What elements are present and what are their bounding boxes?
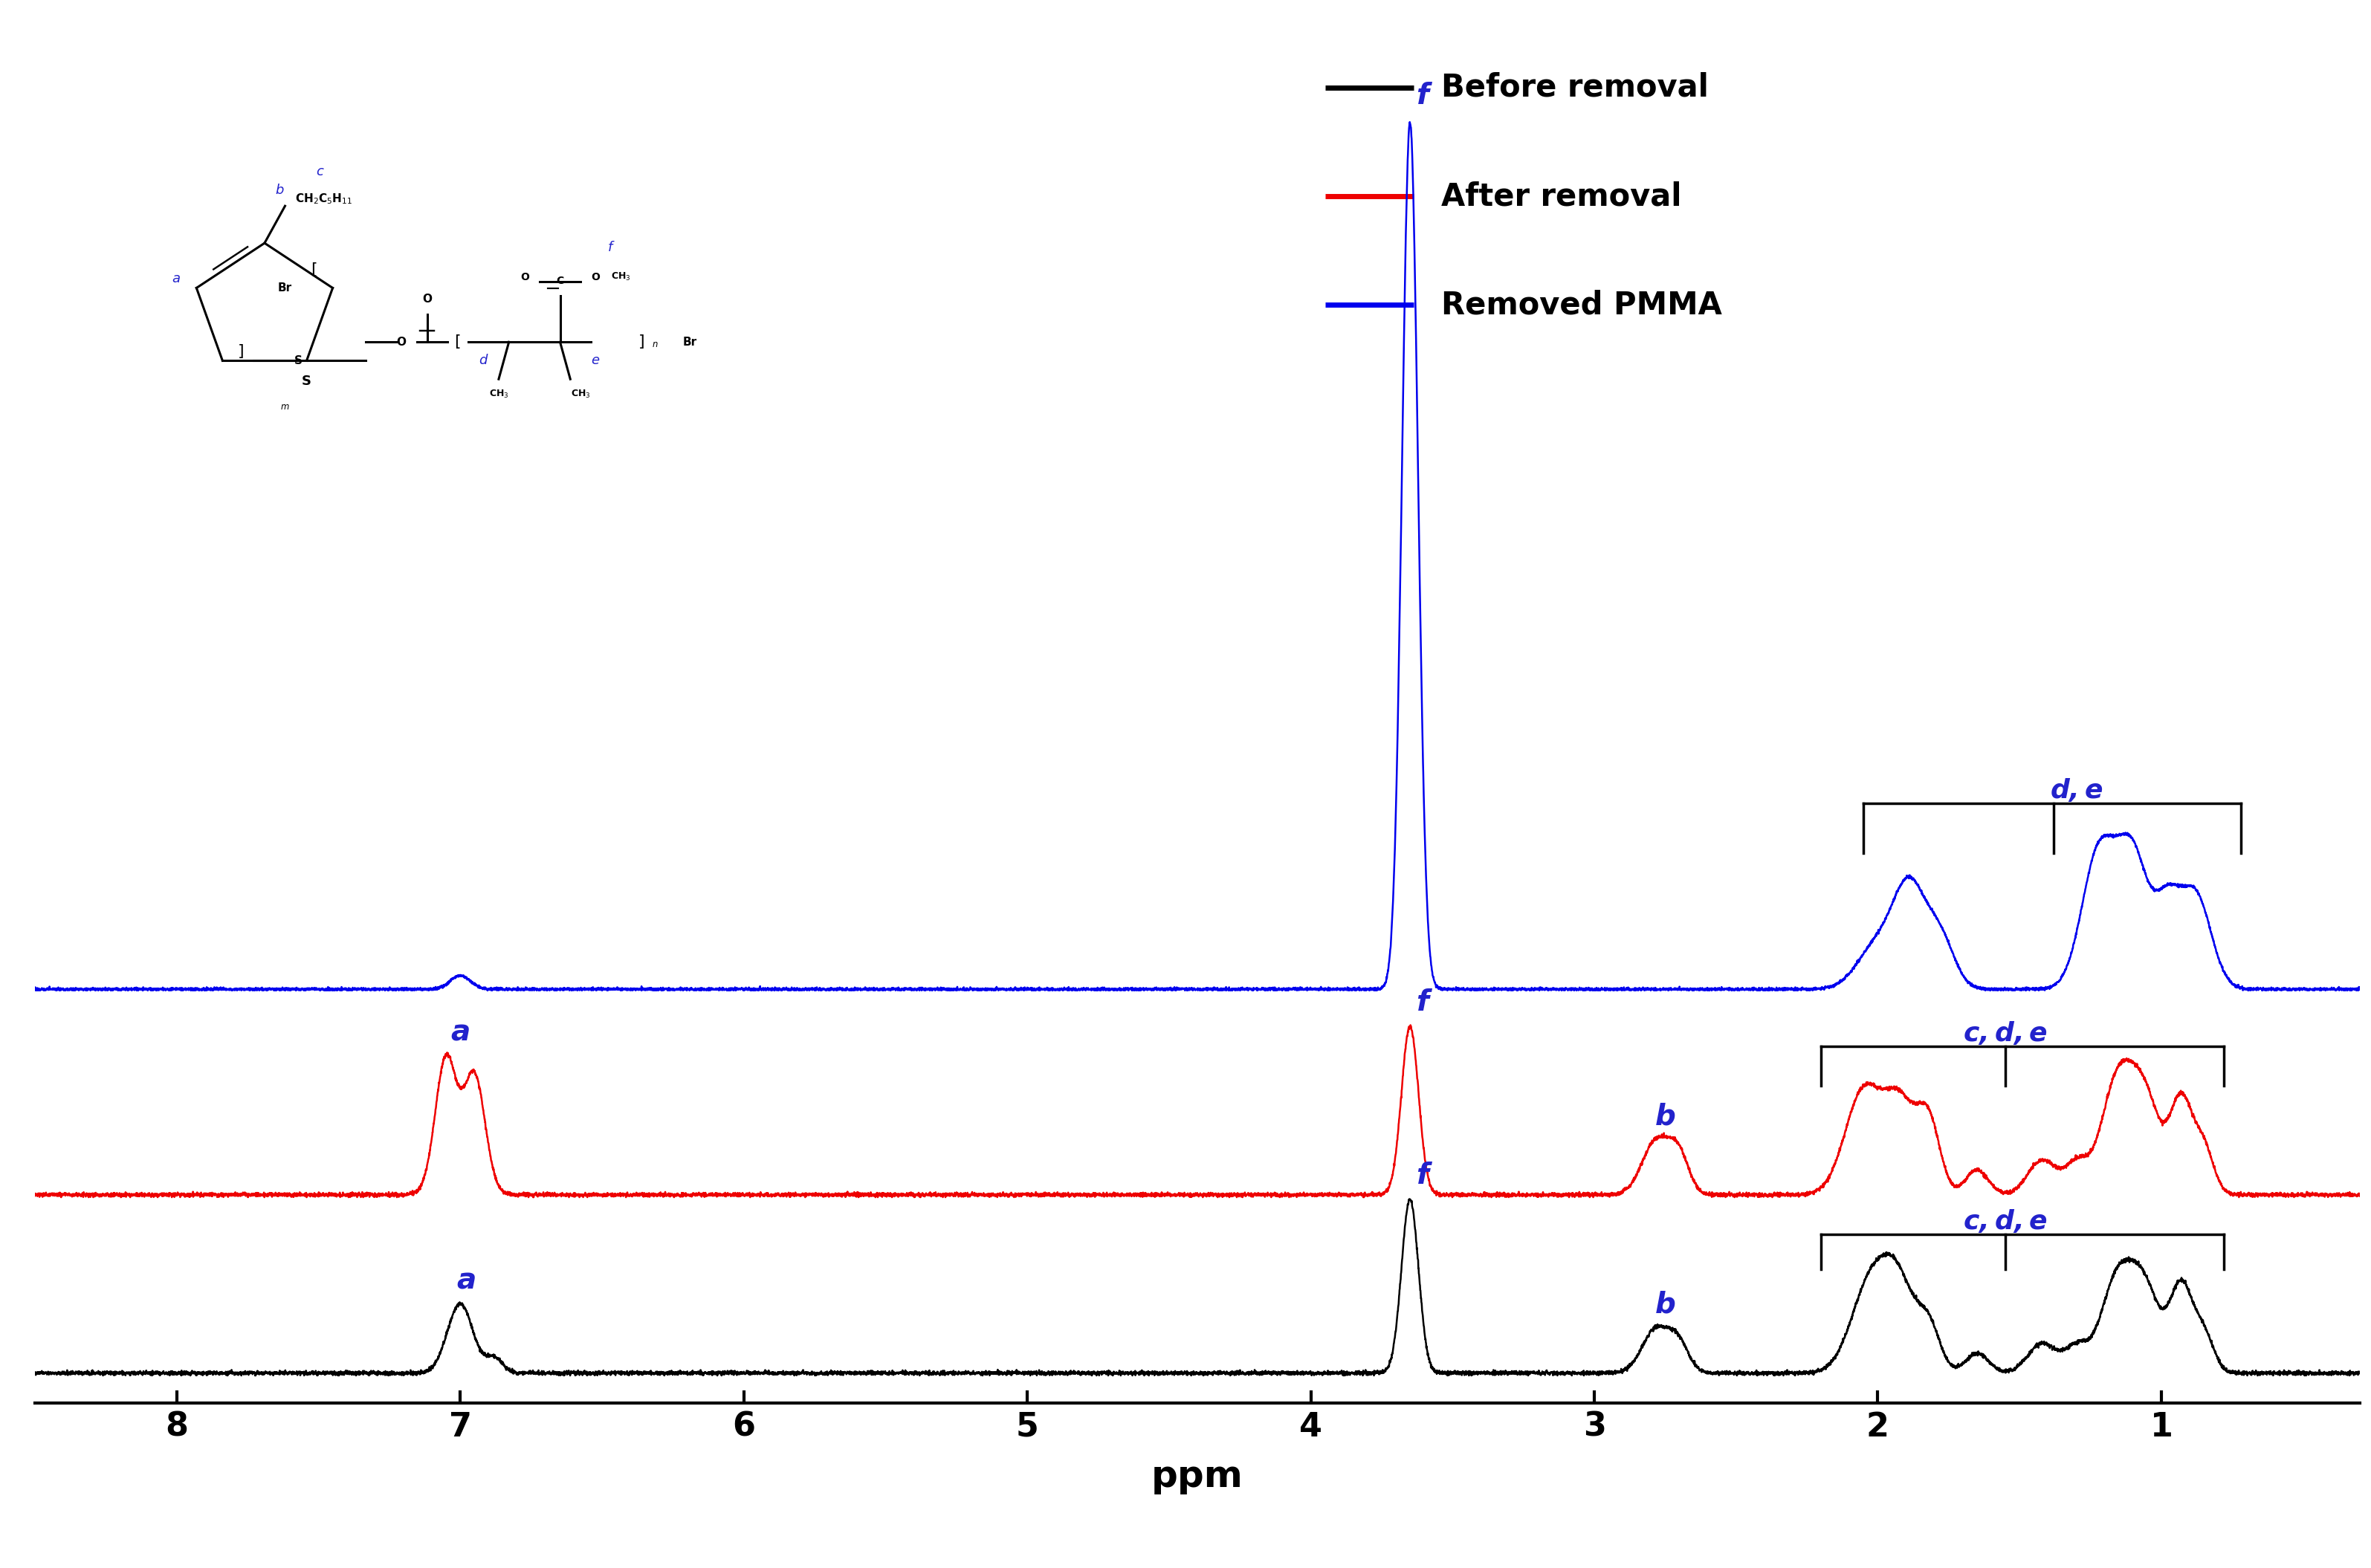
Text: $\bfit{c, d, e}$: $\bfit{c, d, e}$ — [1963, 1019, 2049, 1046]
Text: $\bfit{b}$: $\bfit{b}$ — [1655, 1290, 1676, 1319]
Text: After removal: After removal — [1442, 180, 1681, 212]
Text: $\bfit{c, d, e}$: $\bfit{c, d, e}$ — [1963, 1207, 2049, 1234]
Text: Removed PMMA: Removed PMMA — [1442, 289, 1721, 320]
X-axis label: ppm: ppm — [1152, 1458, 1242, 1494]
Text: $\bfit{d, e}$: $\bfit{d, e}$ — [2049, 776, 2103, 803]
Text: Before removal: Before removal — [1442, 72, 1709, 103]
Text: $\bfit{a}$: $\bfit{a}$ — [450, 1018, 469, 1046]
Text: $\bfit{f}$: $\bfit{f}$ — [1415, 82, 1432, 110]
Text: $\bfit{f}$: $\bfit{f}$ — [1415, 1162, 1432, 1190]
Text: $\bfit{a}$: $\bfit{a}$ — [455, 1265, 477, 1294]
Text: $\bfit{f}$: $\bfit{f}$ — [1415, 988, 1432, 1016]
Text: $\bfit{b}$: $\bfit{b}$ — [1655, 1102, 1676, 1131]
